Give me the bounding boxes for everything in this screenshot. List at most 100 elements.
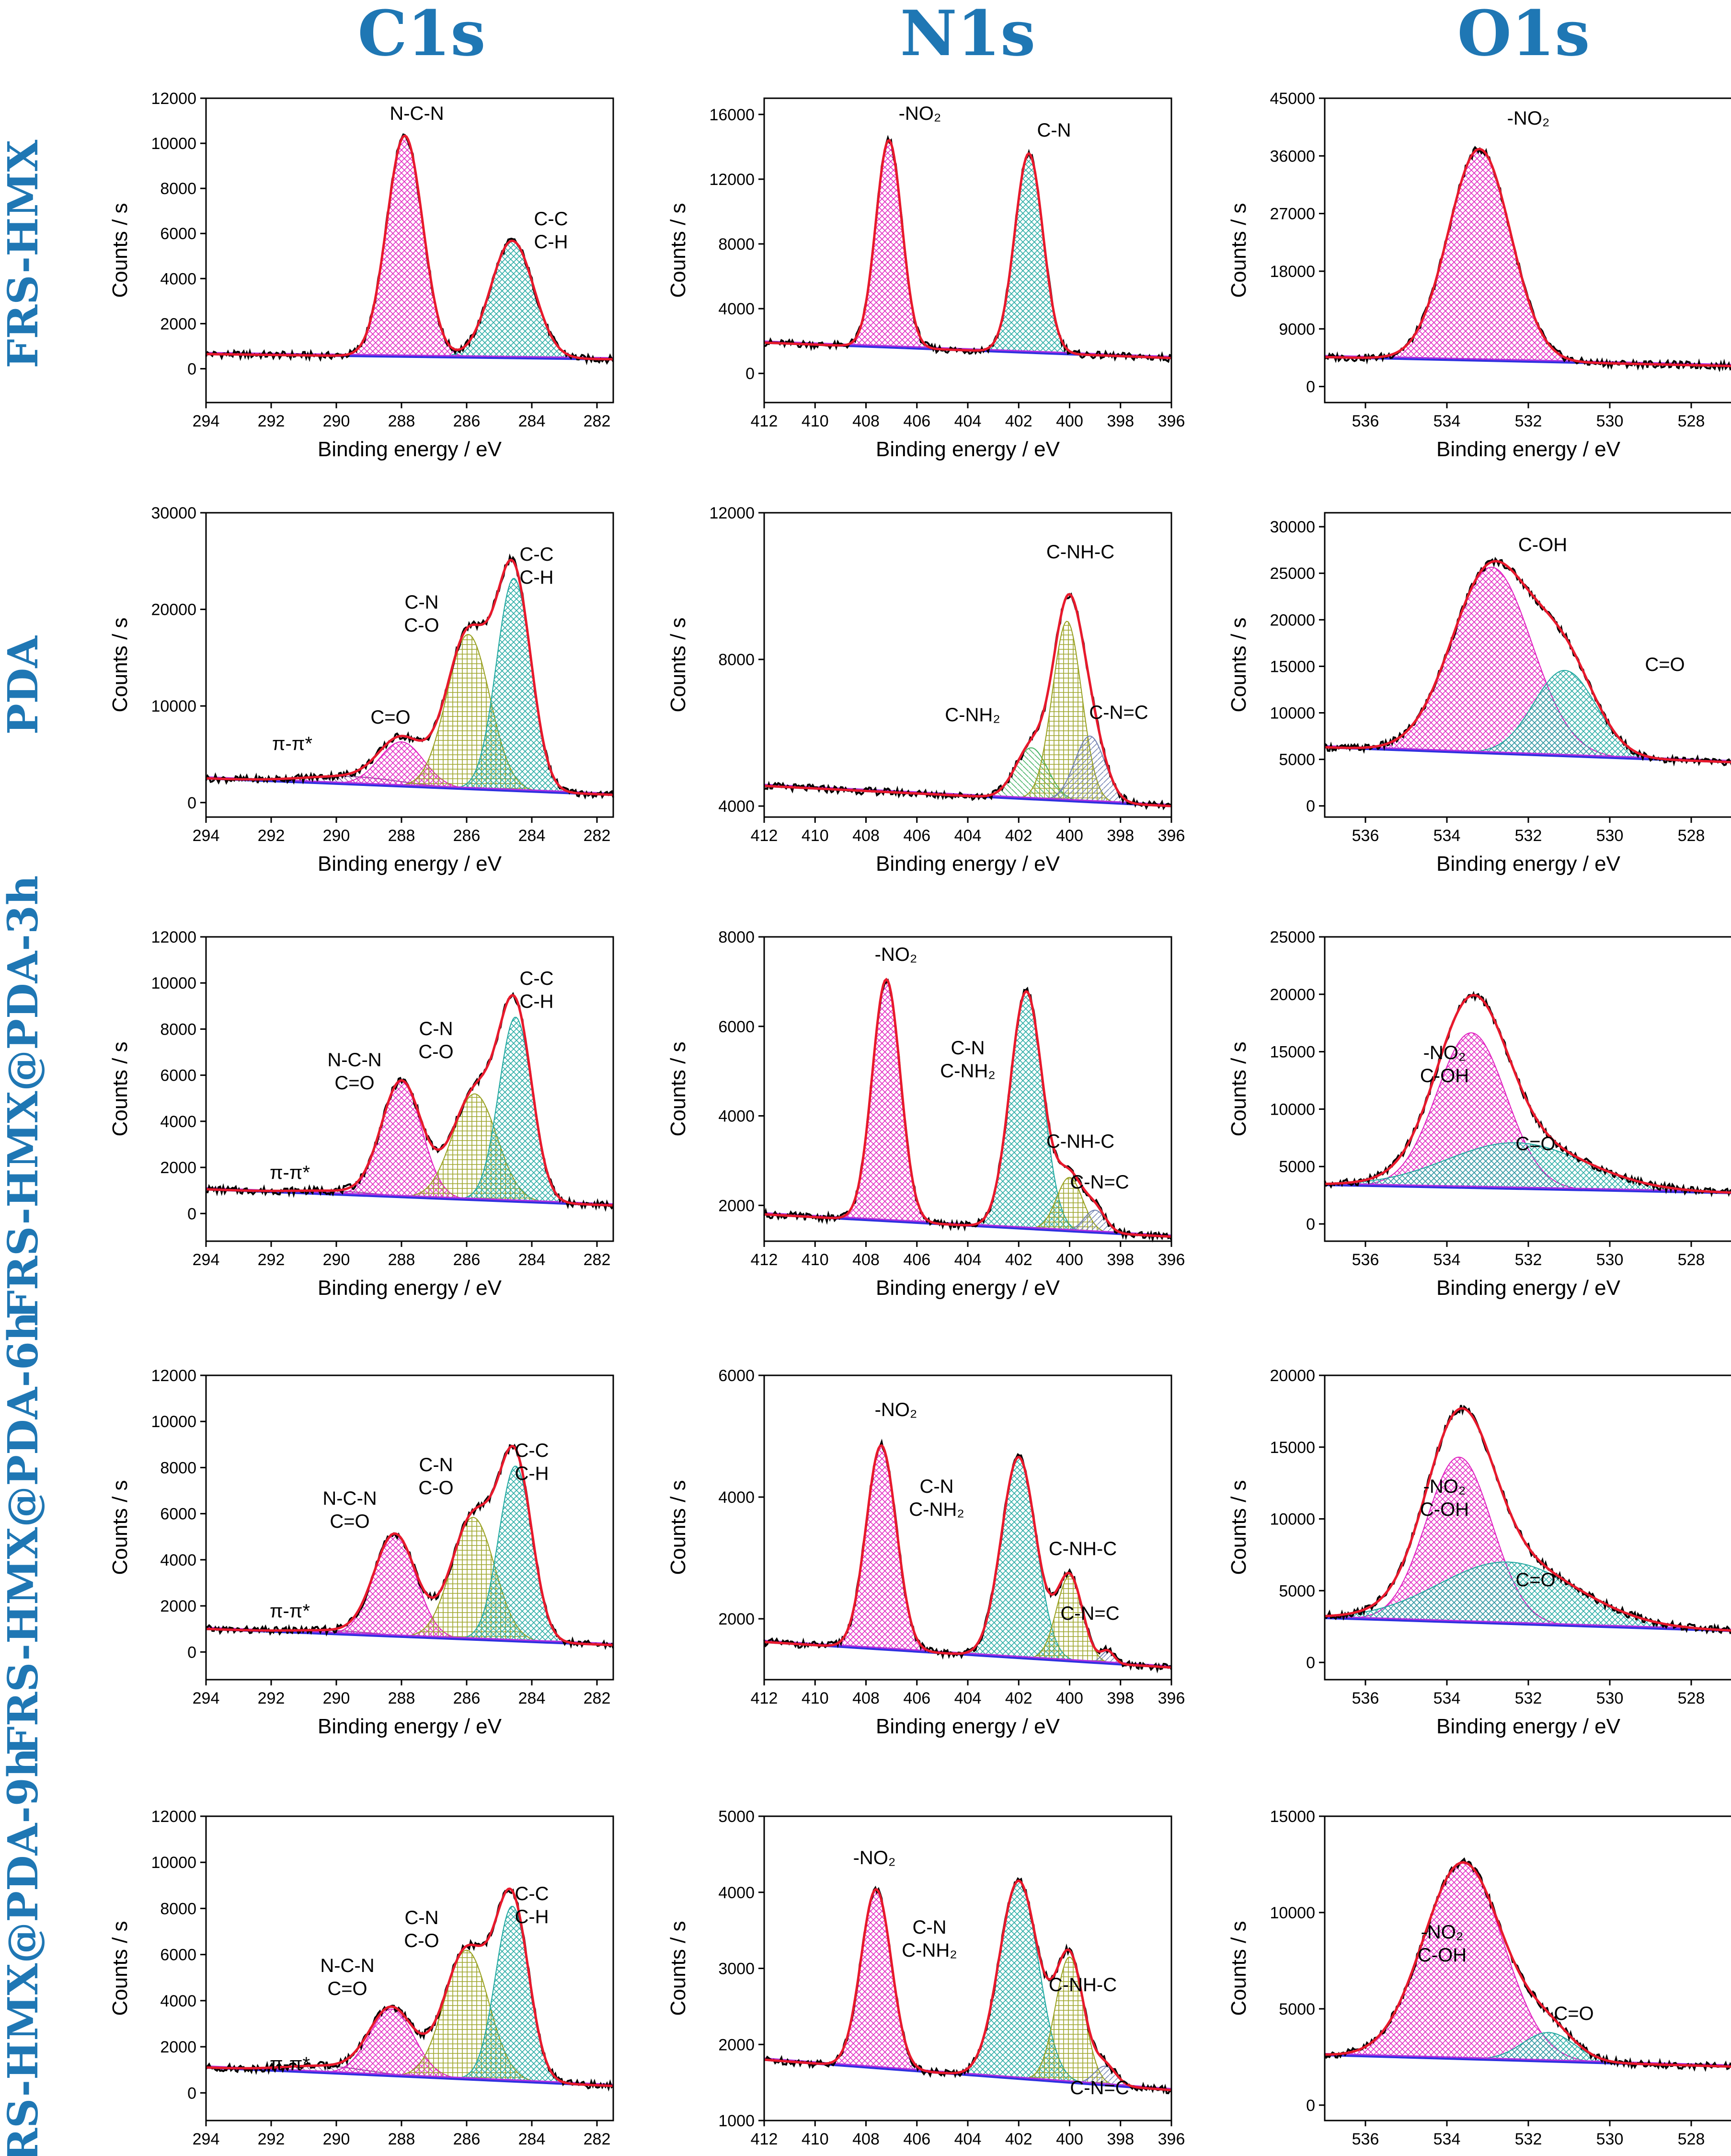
y-tick-label: 0 [1306,378,1315,396]
y-axis-title: Counts / s [108,1921,132,2016]
xps-panel-frs-n1s: 412 410 408 406 404 402 400 398 396 0 4000 8000 1200… [666,97,1185,461]
xps-panel-p3h-n1s: 412 410 408 406 404 402 400 398 396 2000 4000 6000 8… [666,928,1185,1300]
y-tick-label: 10000 [151,974,196,992]
xps-panel-p9h-o1s: 536534532530528050001000015000Binding en… [1227,1808,1731,2156]
x-tick-label: 400 [1056,1251,1083,1269]
peak-annotation: -NO₂ [1507,108,1550,129]
y-tick-label: 4000 [718,1884,755,1902]
peak-annotation: C-OH [1518,534,1567,555]
y-axis-title: Counts / s [108,1480,132,1575]
x-tick-label: 290 [323,412,350,430]
peak-annotation: C-O [404,1930,439,1951]
x-tick-label: 412 [751,1251,778,1269]
fit-envelope [764,1444,1172,1669]
x-tick-label: 284 [518,827,546,845]
y-tick-label: 0 [187,2084,196,2102]
peak-annotation: C-N=C [1070,2077,1129,2098]
peak--no- [764,979,1172,1237]
y-tick-label: 16000 [709,106,755,124]
y-tick-label: 25000 [1270,928,1315,946]
x-tick-label: 398 [1107,2130,1134,2148]
y-tick-label: 8000 [718,235,755,254]
x-tick-label: 286 [453,1689,481,1707]
x-tick-label: 528 [1678,1251,1705,1269]
y-tick-label: 27000 [1270,205,1315,223]
x-tick-label: 528 [1678,412,1705,430]
x-tick-label: 284 [518,1251,546,1269]
fit-envelope [1324,560,1731,763]
fit-envelope [206,1445,614,1647]
x-tick-label: 534 [1433,1689,1461,1707]
x-tick-label: 288 [388,1689,415,1707]
peak-annotation: C-NH₂ [902,1940,957,1961]
y-tick-label: 4000 [718,1488,755,1507]
x-tick-label: 404 [954,1251,982,1269]
peak-annotation: π-π* [270,2053,310,2075]
x-axis-title: Binding energy / eV [1436,1276,1621,1300]
y-tick-label: 6000 [718,1367,755,1385]
y-tick-label: 0 [1306,797,1315,816]
peak-annotation: π-π* [272,733,312,754]
plot-frame [205,1374,614,1681]
y-tick-label: 1000 [718,2112,755,2130]
x-tick-label: 292 [258,412,285,430]
x-tick-label: 404 [954,2130,982,2148]
fit-envelope [764,593,1172,807]
peak-annotation: C-NH₂ [940,1061,996,1082]
y-tick-label: 8000 [160,1459,196,1477]
x-tick-label: 412 [751,827,778,845]
y-tick-label: 4000 [718,1107,755,1126]
y-tick-label: 0 [1306,1654,1315,1672]
y-tick-label: 8000 [718,928,755,946]
peak-annotation: C-N [404,592,438,613]
row-title-frs-hmx-pda-3h: FRS-HMX@PDA-3h [0,876,47,1320]
x-tick-label: 284 [518,412,546,430]
x-tick-label: 406 [903,1251,930,1269]
x-tick-label: 288 [388,412,415,430]
y-axis-title: Counts / s [666,1480,690,1575]
peak-annotation: C-H [534,231,568,253]
y-tick-label: 12000 [151,90,196,108]
x-tick-label: 396 [1158,412,1185,430]
peak-annotation: C-NH-C [1046,1131,1114,1152]
peak-annotation: C-N=C [1089,702,1148,723]
x-tick-label: 402 [1005,1251,1032,1269]
peak-annotation: C-C [515,1440,549,1461]
x-tick-label: 288 [388,827,415,845]
x-tick-label: 402 [1005,2130,1032,2148]
plot-frame [205,512,614,818]
peak-annotation: -NO₂ [875,1399,917,1420]
fit-envelope [1324,1861,1731,2068]
y-tick-label: 0 [187,1643,196,1661]
x-tick-label: 292 [258,827,285,845]
peak-annotation: C-N [951,1038,985,1059]
y-tick-label: 5000 [1279,1158,1315,1176]
x-tick-label: 410 [802,1689,829,1707]
plot-frame [763,936,1172,1242]
x-tick-label: 396 [1158,2130,1185,2148]
x-tick-label: 408 [852,2130,880,2148]
peak-annotation: C-N [1037,120,1071,141]
x-tick-label: 412 [751,412,778,430]
x-tick-label: 398 [1107,827,1134,845]
peak-annotation: C-OH [1418,1945,1467,1966]
peak-annotation: C=O [1515,1569,1555,1591]
peak--no-c-oh [1324,1862,1731,2067]
x-tick-label: 398 [1107,1689,1134,1707]
fit-envelope [764,1879,1172,2091]
y-tick-label: 30000 [1270,518,1315,536]
x-tick-label: 286 [453,2130,481,2148]
xps-panel-p6h-c1s: 294 292 290 288 286 284 282 0 2000 4000 6000 8000 10… [108,1367,614,1738]
x-tick-label: 536 [1352,827,1379,845]
column-title-c1s: C1s [357,0,485,70]
x-tick-label: 408 [852,827,880,845]
x-tick-label: 396 [1158,1689,1185,1707]
plot-frame [205,1815,614,2121]
peak-annotation: C-NH-C [1049,1538,1117,1559]
x-axis-title: Binding energy / eV [1436,1715,1621,1738]
x-tick-label: 406 [903,412,930,430]
peak-annotation: C-C [534,208,568,230]
peak-annotation: -NO₂ [1423,1476,1466,1497]
peak-annotation: C-NH₂ [945,704,1000,726]
peak-annotation: C-N [419,1018,453,1039]
